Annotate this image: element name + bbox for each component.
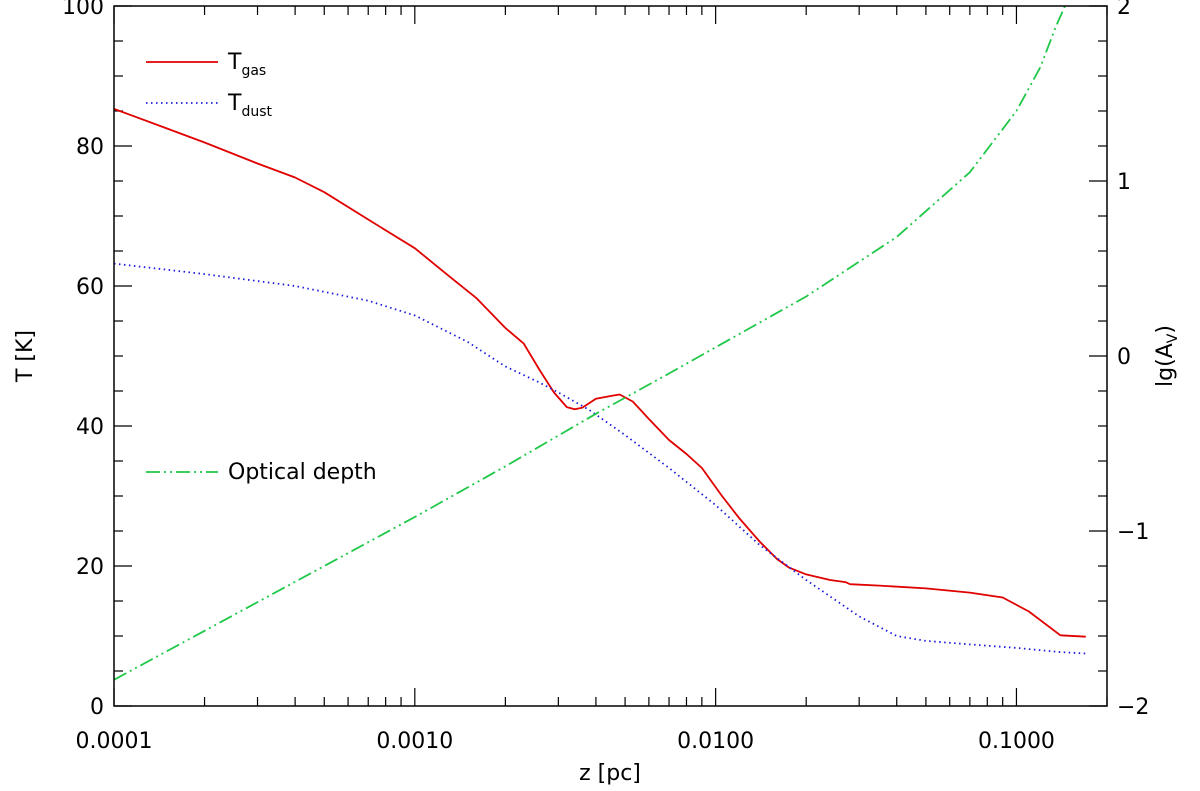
series-line-optical_depth — [114, 6, 1066, 681]
y-tick-label-right: 1 — [1117, 170, 1131, 195]
axis-tick-labels: 0.0001 0.0010 0.0100 0.1000020406080100−2−1… — [62, 0, 1149, 754]
y-tick-label-left: 40 — [76, 415, 104, 440]
y-axis-title: T [K] — [13, 330, 38, 383]
y-axis-title-right-main: lg(A — [1153, 343, 1178, 387]
x-axis-title: z [pc] — [579, 761, 641, 786]
y-axis-title-right-sub: V — [1165, 333, 1181, 343]
series-line-T_gas — [114, 108, 1086, 638]
legend-label-T_dust: Tdust — [227, 91, 273, 120]
y-tick-label-right: 2 — [1117, 0, 1131, 20]
legend: Tgas Tdust Optical depth — [146, 50, 377, 485]
x-tick-label: 0.1000 — [978, 729, 1055, 754]
y-axis-title-right: lg(AV) — [1153, 325, 1181, 387]
y-tick-label-left: 0 — [90, 695, 104, 720]
plot-series — [114, 6, 1086, 681]
y-tick-label-left: 60 — [76, 275, 104, 300]
x-tick-label: 0.0001 — [76, 729, 153, 754]
plot-frame — [113, 5, 1108, 707]
y-axis-title-right-close: ) — [1153, 325, 1178, 334]
y-tick-label-left: 80 — [76, 135, 104, 160]
legend-label-optical_depth: Optical depth — [228, 460, 377, 485]
y-tick-label-right: −2 — [1117, 695, 1149, 720]
y-tick-label-left: 20 — [76, 555, 104, 580]
legend-label-T_gas: Tgas — [227, 50, 266, 79]
y-tick-label-right: 0 — [1117, 345, 1131, 370]
series-line-T_dust — [114, 262, 1086, 655]
y-tick-label-right: −1 — [1117, 520, 1149, 545]
axis-ticks — [113, 5, 1108, 707]
x-tick-label: 0.0100 — [677, 729, 754, 754]
x-tick-label: 0.0010 — [376, 729, 453, 754]
y-tick-label-left: 100 — [62, 0, 104, 20]
